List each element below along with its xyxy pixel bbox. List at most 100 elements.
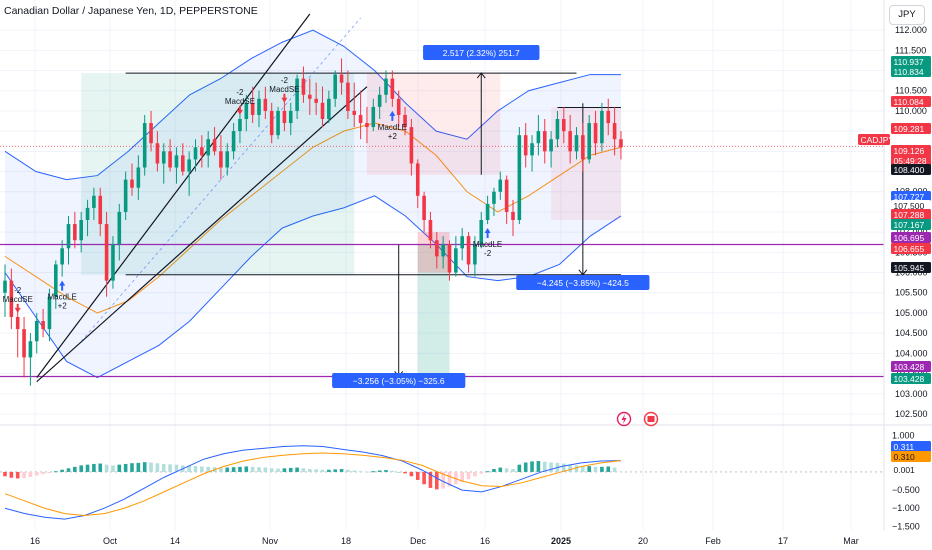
candle-up xyxy=(377,94,382,107)
time-tick-label: 16 xyxy=(30,536,40,546)
price-label: 103.428 xyxy=(894,374,925,384)
flag-icon xyxy=(647,416,655,422)
candle-up xyxy=(517,135,522,221)
signal-label: MacdLE xyxy=(378,123,407,132)
drawings[interactable]: 2.517 (2.32%) 251.7 −4.245 (−3.85%) −424.… xyxy=(0,13,884,388)
measure-label-down: −4.245 (−3.85%) −424.5 xyxy=(537,278,629,288)
candle-up xyxy=(276,110,280,136)
macd-histogram-bar xyxy=(168,464,172,472)
candle-down xyxy=(263,98,268,111)
candle-up xyxy=(492,191,496,204)
currency-button[interactable]: JPY xyxy=(889,5,925,25)
macd-histogram-bar xyxy=(155,463,160,472)
candle-up xyxy=(123,179,128,212)
time-tick-label: 20 xyxy=(638,536,648,546)
candle-down xyxy=(568,131,572,152)
macd-tick-label: −1.500 xyxy=(892,521,920,531)
macd-histogram-bar xyxy=(22,471,26,479)
macd-line xyxy=(4,445,621,520)
price-label-bg xyxy=(891,56,931,67)
macd-histogram-bar xyxy=(111,465,115,472)
signal-label: MacdSE xyxy=(3,295,33,304)
macd-histogram-bar xyxy=(174,464,179,472)
macd-histogram-bar xyxy=(79,465,83,472)
event-icons[interactable] xyxy=(616,411,659,427)
macd-histogram-bar xyxy=(15,471,20,479)
candle-up xyxy=(142,123,147,168)
macd-histogram-bar xyxy=(600,466,604,472)
macd-histogram-bar xyxy=(365,471,369,473)
macd-histogram-bar xyxy=(9,471,14,478)
candle-down xyxy=(9,280,14,317)
time-tick-label: Feb xyxy=(705,536,721,546)
macd-histogram-bar xyxy=(460,471,464,483)
time-tick-label: 2025 xyxy=(551,536,571,546)
price-label-bg xyxy=(891,209,931,220)
macd-histogram-bar xyxy=(244,466,249,472)
price-label-bg xyxy=(891,243,931,254)
candle-down xyxy=(593,123,598,144)
candle-down xyxy=(562,119,566,132)
candle-down xyxy=(435,240,439,257)
price-label-bg xyxy=(891,164,931,175)
price-label: 108.400 xyxy=(894,165,925,175)
macd-histogram-bar xyxy=(390,470,395,472)
macd-histogram-bar xyxy=(92,463,96,472)
macd-histogram-bar xyxy=(219,467,223,472)
long-zone xyxy=(81,73,355,275)
candle-up xyxy=(530,143,534,156)
macd-histogram-bar xyxy=(593,466,598,472)
sell-arrow-icon xyxy=(281,93,288,103)
macd-histogram-bar xyxy=(327,469,331,472)
candle-down xyxy=(155,143,160,164)
candle-down xyxy=(269,110,274,136)
flash-icon xyxy=(621,414,627,424)
macd-histogram-bar xyxy=(466,471,471,480)
candle-up xyxy=(371,106,376,128)
candle-up xyxy=(333,74,337,99)
time-tick-label: 16 xyxy=(480,536,490,546)
sell-arrow-icon xyxy=(236,105,243,115)
candle-down xyxy=(22,329,26,358)
price-tick-label: 110.500 xyxy=(895,86,927,96)
macd-histogram-bar xyxy=(60,469,64,472)
candle-down xyxy=(352,110,357,115)
candle-down xyxy=(250,102,255,115)
macd-histogram-bar xyxy=(276,468,280,472)
candle-down xyxy=(511,211,515,221)
price-label-bg xyxy=(891,262,931,273)
buy-arrow-icon xyxy=(484,228,491,239)
price-label-bg xyxy=(858,134,890,145)
candle-down xyxy=(104,224,109,281)
macd-histogram-bar xyxy=(523,462,528,472)
macd-histogram-bar xyxy=(123,463,128,472)
candle-up xyxy=(238,119,242,132)
macd-histogram-bar xyxy=(549,462,553,472)
macd-histogram-bar xyxy=(492,469,496,472)
candle-down xyxy=(181,155,185,172)
candle-up xyxy=(54,264,58,297)
time-axis[interactable]: 16 Oct 14 Nov 18 Dec 16 2025 20 Feb 17 Mar xyxy=(30,536,859,546)
macd-histogram-bar xyxy=(612,467,617,472)
candle-down xyxy=(447,244,452,273)
macd-histogram-bar xyxy=(98,463,103,472)
bb-upper xyxy=(4,29,621,181)
candle-up xyxy=(231,131,236,152)
macd-histogram-bar xyxy=(295,467,299,472)
macd-histogram-bar xyxy=(454,471,458,485)
candle-up xyxy=(479,220,484,245)
candle-down xyxy=(415,163,420,196)
candle-up xyxy=(441,244,445,257)
candle-up xyxy=(384,78,388,95)
macd-histogram-bar xyxy=(536,461,541,472)
candle-up xyxy=(66,224,71,249)
macd-histogram-bar xyxy=(606,466,611,472)
bb-fill xyxy=(5,30,621,378)
candle-down xyxy=(41,321,45,330)
candle-down xyxy=(612,123,617,140)
candle-up xyxy=(288,110,293,124)
macd-histogram-bar xyxy=(568,464,572,472)
